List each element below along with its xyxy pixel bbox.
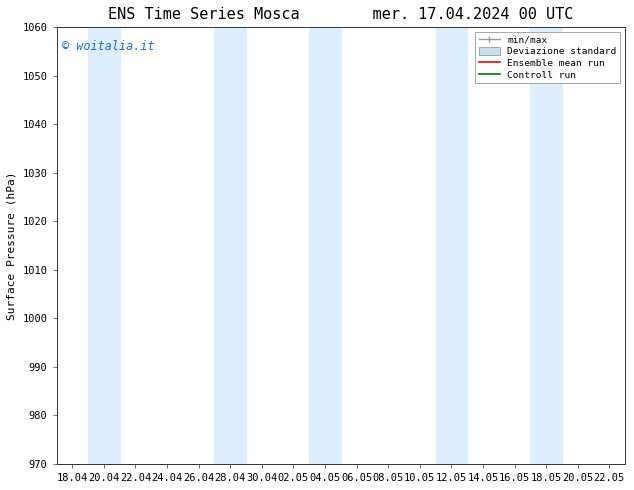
Bar (214, 27, 246, 464)
Legend: min/max, Deviazione standard, Ensemble mean run, Controll run: min/max, Deviazione standard, Ensemble m… (476, 32, 620, 83)
Title: ENS Time Series Mosca        mer. 17.04.2024 00 UTC: ENS Time Series Mosca mer. 17.04.2024 00… (108, 7, 574, 22)
Text: © woitalia.it: © woitalia.it (62, 40, 155, 53)
Bar (88, 27, 120, 464)
Y-axis label: Surface Pressure (hPa): Surface Pressure (hPa) (7, 172, 17, 320)
Bar (309, 27, 341, 464)
Bar (530, 27, 562, 464)
Bar (436, 27, 467, 464)
